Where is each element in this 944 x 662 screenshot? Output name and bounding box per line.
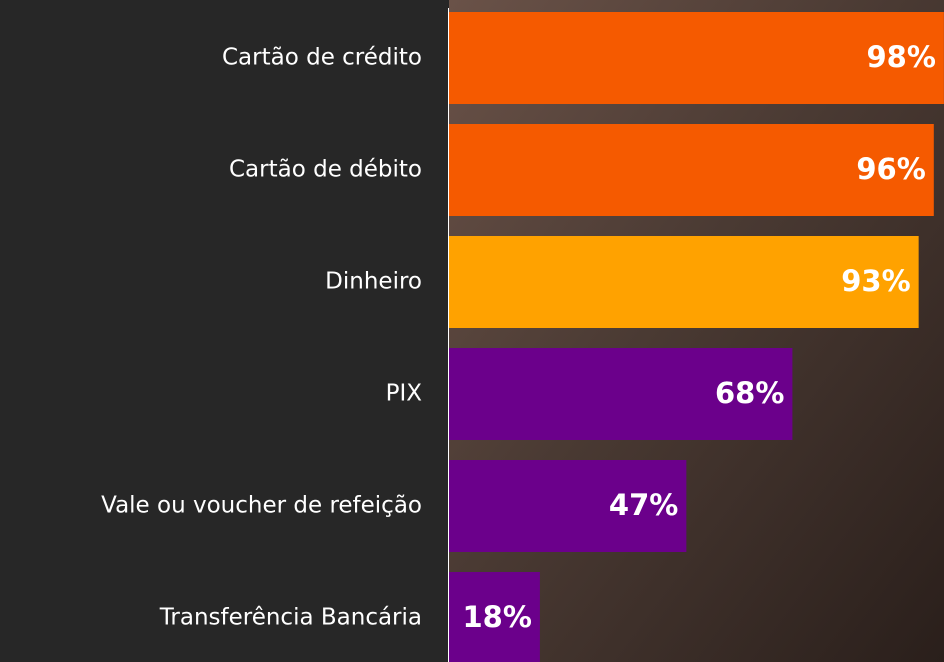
category-label: PIX (386, 381, 423, 407)
category-label: Cartão de crédito (222, 45, 422, 71)
label-panel (0, 0, 448, 662)
value-label: 93% (841, 264, 910, 298)
value-label: 96% (856, 152, 925, 186)
page: {"chart_data": {"type": "bar", "orientat… (0, 0, 944, 662)
category-label: Cartão de débito (229, 157, 422, 183)
chart: Cartão de crédito 98% Cartão de débito 96% D… (0, 0, 944, 662)
value-label: 18% (462, 600, 531, 634)
category-label: Dinheiro (325, 269, 422, 295)
value-label: 98% (866, 40, 935, 74)
category-label: Vale ou voucher de refeição (101, 493, 422, 519)
value-label: 47% (609, 488, 678, 522)
category-label: Transferência Bancária (159, 605, 422, 631)
value-label: 68% (715, 376, 784, 410)
